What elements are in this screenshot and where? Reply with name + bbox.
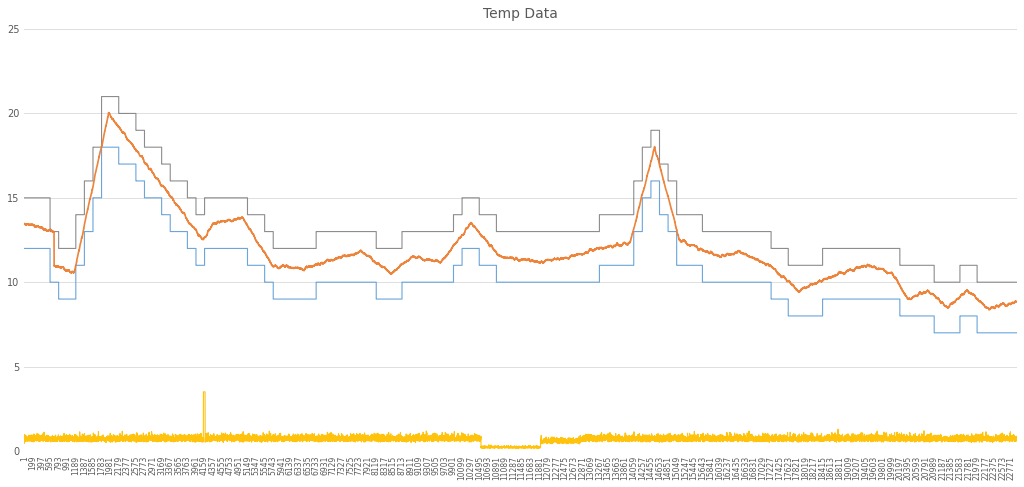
Title: Temp Data: Temp Data [483,7,558,21]
